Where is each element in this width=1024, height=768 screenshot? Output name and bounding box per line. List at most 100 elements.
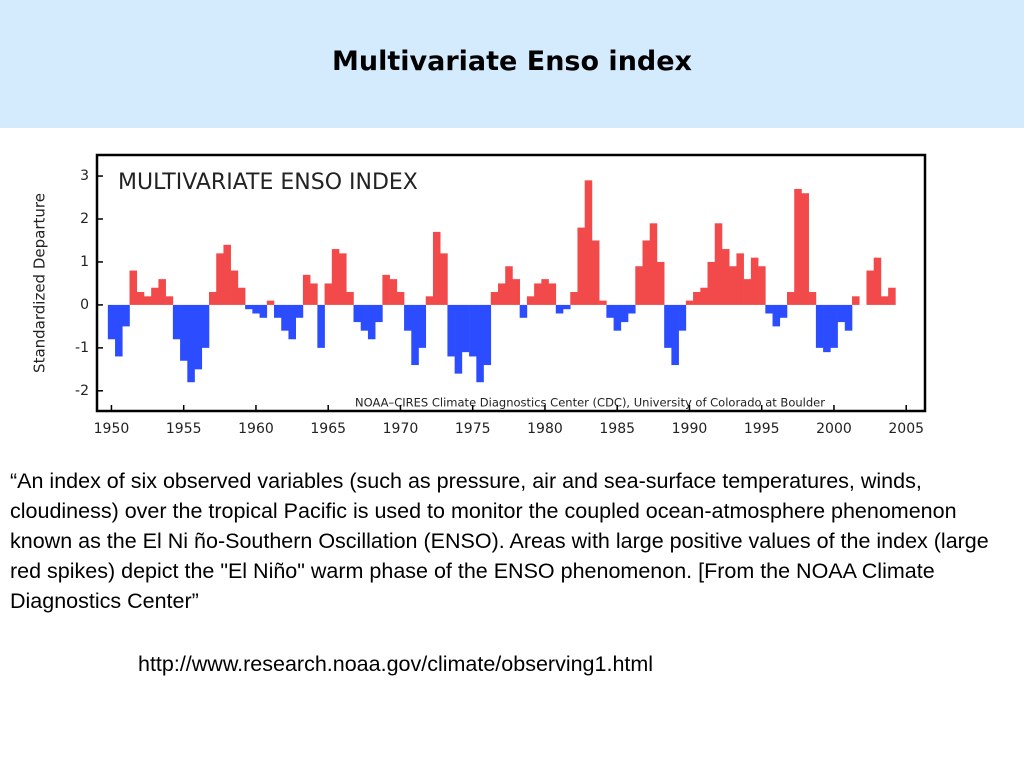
bar bbox=[324, 283, 333, 305]
bar bbox=[721, 249, 730, 305]
bar bbox=[440, 253, 448, 305]
bar bbox=[331, 249, 340, 305]
bar bbox=[230, 270, 239, 305]
quote: “An index of six observed variables (suc… bbox=[10, 469, 989, 613]
bar bbox=[505, 266, 513, 305]
bar bbox=[606, 304, 614, 318]
bar bbox=[548, 283, 557, 305]
bar bbox=[584, 180, 593, 305]
bar bbox=[418, 304, 427, 348]
bar bbox=[888, 287, 896, 305]
y-tick-label: -1 bbox=[75, 340, 89, 356]
bar bbox=[281, 304, 289, 331]
x-tick-label: 1990 bbox=[672, 421, 708, 437]
bar bbox=[425, 296, 434, 305]
bar bbox=[469, 304, 477, 357]
bar bbox=[620, 304, 629, 323]
bar bbox=[685, 300, 694, 305]
bar bbox=[180, 304, 188, 361]
bar bbox=[815, 304, 824, 348]
bar bbox=[700, 287, 708, 305]
bar bbox=[794, 188, 802, 305]
bar bbox=[143, 296, 152, 305]
bar bbox=[613, 304, 622, 331]
bar bbox=[779, 304, 788, 318]
x-tick-label: 1975 bbox=[455, 421, 491, 437]
bar bbox=[714, 223, 723, 305]
y-tick-label: -2 bbox=[75, 383, 89, 399]
bar bbox=[208, 292, 217, 305]
bar bbox=[512, 279, 520, 305]
x-tick-label: 1950 bbox=[94, 421, 130, 437]
bar bbox=[187, 304, 195, 383]
bar bbox=[302, 274, 311, 305]
bar bbox=[476, 304, 484, 383]
bar bbox=[852, 296, 860, 305]
bar bbox=[172, 304, 181, 340]
x-tick-label: 2000 bbox=[816, 421, 852, 437]
bar bbox=[736, 253, 744, 305]
bar bbox=[671, 304, 679, 366]
x-tick-label: 1955 bbox=[166, 421, 202, 437]
bar bbox=[339, 253, 347, 305]
bar bbox=[136, 292, 145, 305]
bar bbox=[107, 304, 116, 340]
bar bbox=[404, 304, 412, 331]
bar bbox=[310, 283, 318, 305]
bar bbox=[707, 261, 716, 305]
bar bbox=[801, 193, 809, 305]
bar bbox=[317, 304, 325, 348]
bar bbox=[223, 244, 231, 305]
bar bbox=[295, 304, 304, 318]
bar bbox=[115, 304, 123, 357]
bar bbox=[844, 304, 853, 331]
bar bbox=[165, 296, 174, 305]
bar bbox=[570, 292, 578, 305]
bar bbox=[411, 304, 419, 366]
bar bbox=[664, 304, 672, 348]
bar bbox=[642, 240, 651, 305]
source-url: http://www.research.noaa.gov/climate/obs… bbox=[138, 652, 654, 676]
bar bbox=[743, 279, 752, 305]
bar bbox=[151, 287, 159, 305]
bar bbox=[635, 266, 643, 305]
bar bbox=[259, 304, 268, 318]
plot-frame bbox=[95, 153, 927, 413]
bar bbox=[628, 304, 636, 314]
bar bbox=[237, 287, 246, 305]
bar bbox=[577, 227, 585, 305]
bar bbox=[837, 304, 846, 323]
bar bbox=[534, 283, 542, 305]
bar bbox=[288, 304, 296, 340]
bar bbox=[360, 304, 369, 331]
bar bbox=[555, 304, 564, 314]
bar bbox=[729, 266, 737, 305]
bar bbox=[252, 304, 260, 314]
bar bbox=[194, 304, 203, 370]
bar bbox=[375, 304, 383, 323]
bar bbox=[649, 223, 658, 305]
bar bbox=[353, 304, 362, 323]
x-tick-label: 1985 bbox=[599, 421, 635, 437]
annotation: NOAA–CIRES Climate Diagnostics Center (C… bbox=[355, 396, 825, 410]
bar bbox=[830, 304, 838, 348]
slide-title: Multivariate Enso index bbox=[332, 46, 692, 77]
bar bbox=[266, 300, 275, 305]
bar bbox=[519, 304, 528, 318]
bar bbox=[656, 261, 665, 305]
bar bbox=[245, 304, 253, 310]
bar bbox=[396, 292, 405, 305]
bar bbox=[599, 300, 607, 305]
bar bbox=[346, 292, 354, 305]
x-tick-label: 1995 bbox=[744, 421, 780, 437]
bar bbox=[461, 304, 470, 353]
bar bbox=[765, 304, 773, 314]
bar bbox=[382, 274, 390, 305]
bar bbox=[758, 266, 766, 305]
bar bbox=[497, 283, 506, 305]
y-axis-label: Standardized Departure bbox=[31, 193, 49, 373]
bar bbox=[541, 279, 549, 305]
header: Multivariate Enso index bbox=[0, 0, 1024, 128]
bar bbox=[787, 292, 795, 305]
